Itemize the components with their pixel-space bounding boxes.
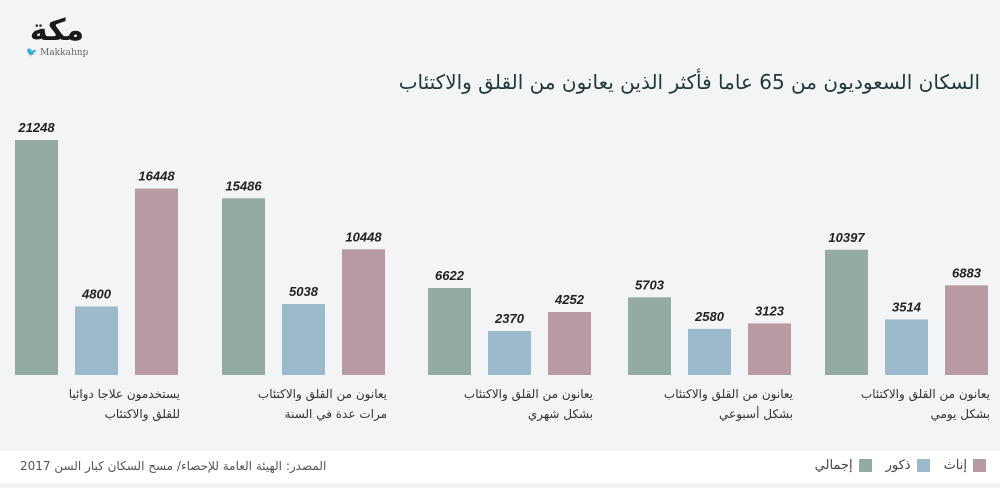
legend-item-total: إجمالي <box>815 458 872 473</box>
data-label: 10448 <box>345 229 382 244</box>
legend-label: ذكور <box>885 458 911 473</box>
bar-male <box>75 306 118 375</box>
category-label: يعانون من القلق والاكتئاب <box>258 387 387 402</box>
legend-swatch <box>916 459 930 472</box>
data-label: 10397 <box>828 230 865 245</box>
bar-male <box>885 319 928 375</box>
category-label: يستخدمون علاجا دوائيا <box>69 387 180 402</box>
bar-female <box>548 311 591 375</box>
data-label: 6622 <box>435 268 465 283</box>
legend: إناث ذكور إجمالي <box>815 458 986 473</box>
footer: المصدر: الهيئة العامة للإحصاء/ مسح السكا… <box>0 451 1000 483</box>
category-label: مرات عدة في السنة <box>285 407 387 422</box>
twitter-handle: Makkahnp <box>40 48 89 58</box>
twitter-icon: 🐦 <box>26 48 38 58</box>
legend-item-male: ذكور <box>886 458 930 473</box>
bar-female <box>748 323 791 375</box>
data-label: 3123 <box>755 303 785 318</box>
category-label: يعانون من القلق والاكتئاب <box>664 387 793 402</box>
data-label: 16448 <box>138 169 175 184</box>
legend-swatch <box>858 459 872 472</box>
data-label: 5038 <box>289 284 319 299</box>
bar-total <box>825 249 868 375</box>
data-label: 5703 <box>635 277 665 292</box>
legend-item-female: إناث <box>944 458 986 473</box>
bar-male <box>488 331 531 375</box>
bar-female <box>135 188 178 375</box>
category-label: بشكل أسبوعي <box>719 406 793 422</box>
category-label: يعانون من القلق والاكتئاب <box>861 387 990 402</box>
data-label: 3514 <box>892 299 922 314</box>
bar-total <box>15 140 58 375</box>
bar-male <box>282 304 325 375</box>
legend-swatch <box>973 459 986 472</box>
chart-title: السكان السعوديون من 65 عاما فأكثر الذين … <box>398 70 980 94</box>
data-label: 4252 <box>554 292 585 307</box>
bar-total <box>628 297 671 375</box>
bar-chart: 21248 4800 16448 يستخدمون علاجا دوائيا للقلق… <box>15 120 990 422</box>
data-label: 6883 <box>952 265 982 280</box>
data-label: 4800 <box>81 286 112 301</box>
data-label: 21248 <box>17 120 55 135</box>
category-label: للقلق والاكتئاب <box>105 407 180 422</box>
category-label: بشكل يومي <box>930 407 990 422</box>
bar-female <box>945 285 988 375</box>
source-note: المصدر: الهيئة العامة للإحصاء/ مسح السكا… <box>20 459 327 473</box>
legend-label: إناث <box>943 458 967 473</box>
data-label: 2580 <box>694 309 725 324</box>
category-label: بشكل شهري <box>528 407 593 422</box>
logo: مكة 🐦 Makkahnp <box>22 13 102 59</box>
bar-total <box>222 198 265 375</box>
bar-male <box>688 328 731 375</box>
bar-female <box>342 249 385 375</box>
logo-mark: مكة <box>29 13 85 48</box>
bar-total <box>428 287 471 375</box>
legend-label: إجمالي <box>814 458 853 473</box>
data-label: 2370 <box>494 311 525 326</box>
category-label: يعانون من القلق والاكتئاب <box>464 387 593 402</box>
data-label: 15486 <box>225 178 262 193</box>
